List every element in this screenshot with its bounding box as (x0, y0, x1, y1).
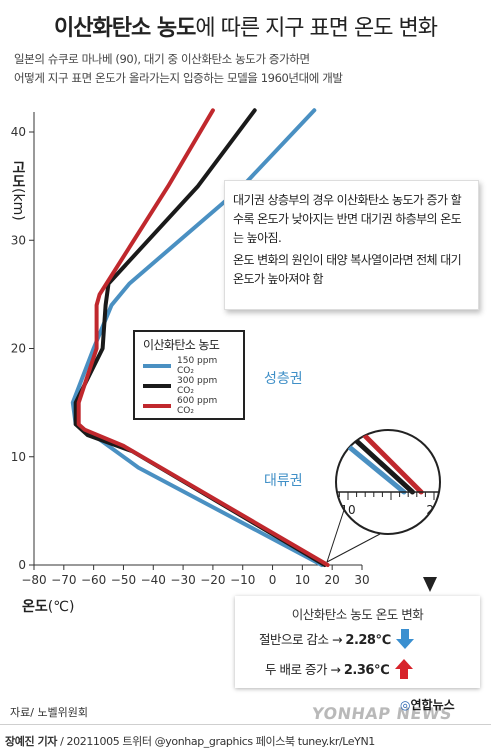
legend-swatch-300 (143, 384, 171, 388)
footer-divider (0, 724, 491, 725)
chart-title: 이산화탄소 농도에 따른 지구 표면 온도 변화 (54, 16, 438, 41)
x-tick-label: −20 (200, 573, 225, 587)
legend-item-600: 600 ppm CO₂ (143, 396, 235, 416)
credit-author: 장예진 기자 (5, 735, 58, 748)
legend-title: 이산화탄소 농도 (143, 338, 220, 352)
inset-series-300 (336, 430, 415, 495)
x-tick-label: 0 (269, 573, 277, 587)
result-box: 이산화탄소 농도 온도 변화 절반으로 감소 → 2.28℃ 두 배로 증가 →… (235, 596, 480, 688)
y-tick-label: 0 (18, 558, 26, 572)
x-tick-label: −80 (21, 573, 46, 587)
x-tick-label: −10 (230, 573, 255, 587)
result-half-value: 2.28℃ (345, 633, 391, 648)
inset-connector-left (326, 509, 345, 563)
result-header: 이산화탄소 농도 온도 변화 (291, 607, 424, 622)
x-tick-label: 10 (295, 573, 310, 587)
legend-label-300: 300 ppm CO₂ (177, 376, 218, 396)
inset-connector-right (326, 533, 381, 563)
y-axis-label: 고도(km) (10, 160, 26, 221)
x-tick-label: −30 (170, 573, 195, 587)
arrow-down-icon (396, 629, 415, 649)
legend-label-600: 600 ppm CO₂ (177, 396, 218, 416)
result-half-label: 절반으로 감소 → (259, 632, 342, 647)
result-pointer (423, 577, 437, 592)
annotation-text-2: 온도 변화의 원인이 태양 복사열이라면 전체 대기 온도가 높아져야 함 (233, 253, 462, 286)
stratosphere-label: 성층권 (264, 371, 303, 387)
annotation-box: 대기권 상층부의 경우 이산화탄소 농도가 증가 할 수록 온도가 낮아지는 반… (224, 180, 479, 310)
x-tick-label: 30 (354, 573, 369, 587)
x-axis-label: 온도(℃) (22, 599, 75, 615)
y-tick-label: 30 (11, 233, 26, 247)
logo-mark-icon: ◎ (400, 698, 411, 712)
result-double-label: 두 배로 증가 → (265, 662, 341, 677)
y-tick-label: 10 (11, 450, 26, 464)
legend-item-300: 300 ppm CO₂ (143, 376, 235, 396)
logo-text: 연합뉴스 (410, 698, 455, 712)
legend-label-150: 150 ppm CO₂ (177, 356, 218, 376)
x-tick-label: −70 (51, 573, 76, 587)
credit-rest: / 20211005 트위터 @yonhap_graphics 페이스북 tun… (57, 735, 375, 748)
inset-series-150 (336, 430, 407, 495)
result-double-value: 2.36℃ (343, 663, 390, 678)
troposphere-label: 대류권 (264, 473, 303, 489)
inset-content: 10 20 (336, 430, 440, 517)
x-tick-label: 20 (325, 573, 340, 587)
x-tick-label: −50 (111, 573, 136, 587)
legend: 이산화탄소 농도 150 ppm CO₂ 300 ppm CO₂ 600 ppm… (133, 330, 245, 420)
annotation-text-1: 대기권 상층부의 경우 이산화탄소 농도가 증가 할 수록 온도가 낮아지는 반… (233, 193, 462, 245)
x-tick-label: −40 (141, 573, 166, 587)
yonhap-logo: ◎연합뉴스 (400, 696, 455, 713)
series-line-600 (76, 108, 330, 567)
x-tick-label: −60 (81, 573, 106, 587)
credit-line: 장예진 기자 / 20211005 트위터 @yonhap_graphics 페… (5, 733, 375, 749)
chart-subtitle: 일본의 슈쿠로 마나베 (90), 대기 중 이산화탄소 농도가 증가하면 어떻… (14, 50, 343, 88)
result-double-row: 두 배로 증가 → 2.36℃ (265, 659, 413, 679)
source-note: 자료/ 노벨위원회 (10, 706, 89, 719)
legend-swatch-600 (143, 404, 171, 408)
inset-series-600 (336, 430, 424, 495)
legend-item-150: 150 ppm CO₂ (143, 356, 235, 376)
arrow-up-icon (394, 659, 413, 679)
y-tick-label: 20 (11, 342, 26, 356)
series-line-150 (70, 108, 324, 567)
subtitle-line-2: 어떻게 지구 표면 온도가 올라가는지 입증하는 모델을 1960년대에 개발 (14, 71, 343, 85)
legend-swatch-150 (143, 364, 171, 368)
y-tick-label: 40 (11, 125, 26, 139)
result-half-row: 절반으로 감소 → 2.28℃ (259, 629, 415, 649)
subtitle-line-1: 일본의 슈쿠로 마나베 (90), 대기 중 이산화탄소 농도가 증가하면 (14, 52, 310, 66)
